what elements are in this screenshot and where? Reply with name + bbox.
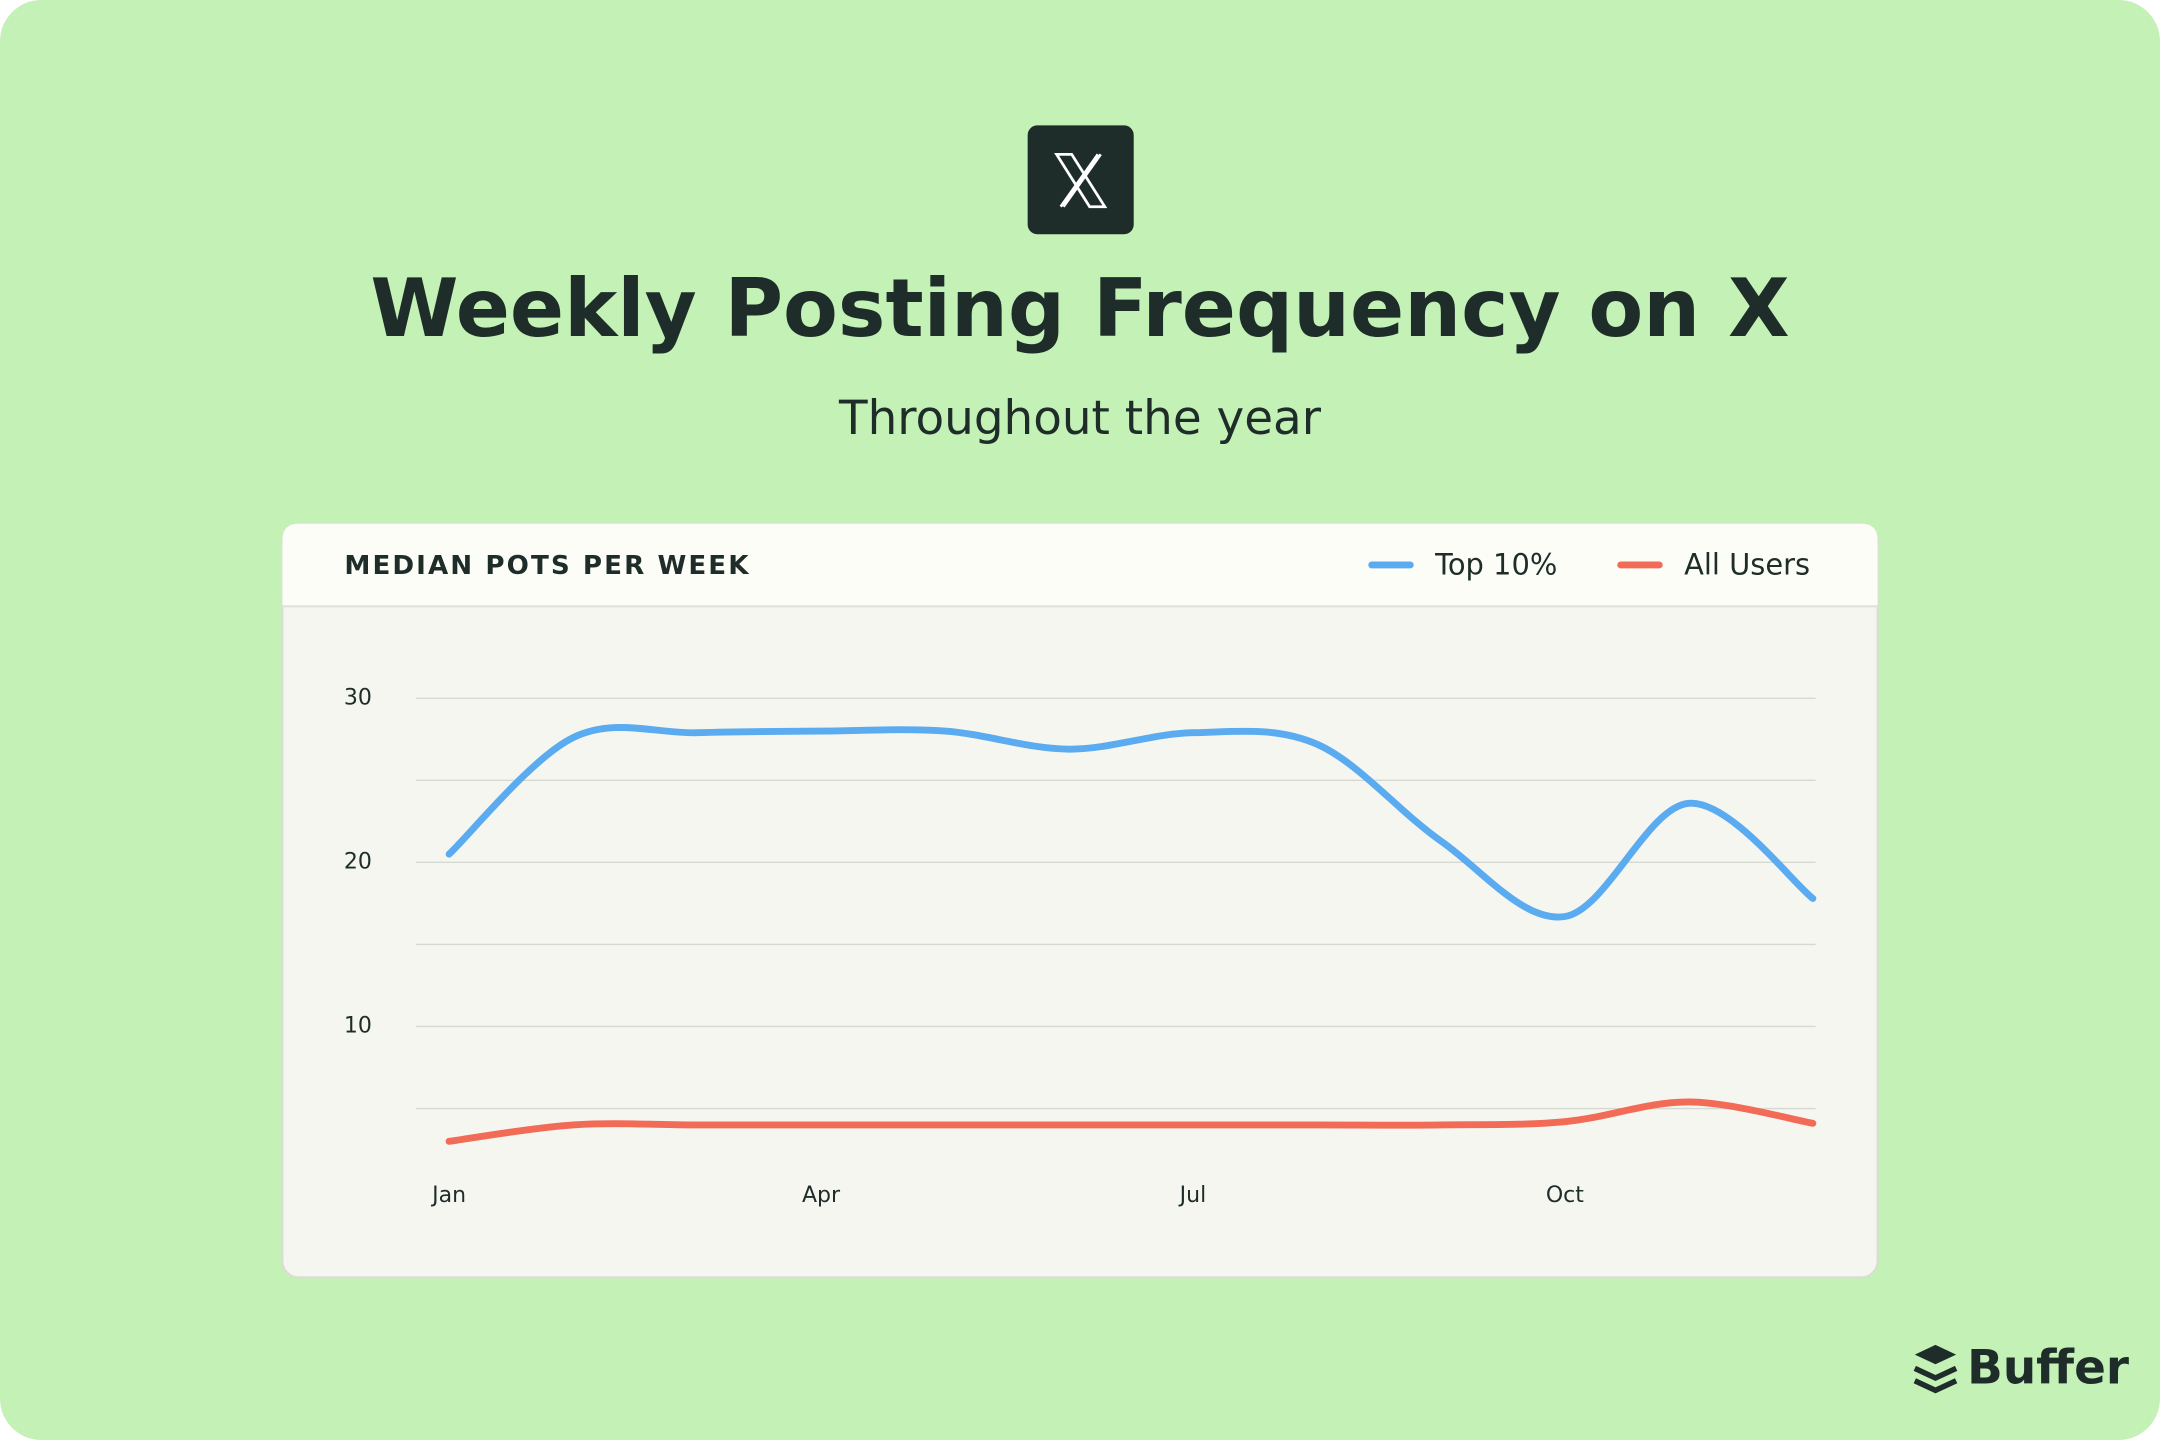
brand: Buffer xyxy=(1967,1342,2129,1396)
x-tick-label: Apr xyxy=(802,1183,841,1208)
y-tick-label: 20 xyxy=(344,849,372,874)
legend-label: All Users xyxy=(1684,547,1810,581)
series-line xyxy=(445,724,1817,921)
plot: 10 20 30 Jan Apr Jul Oct All Users Top 10% xyxy=(344,547,1817,1208)
y-axis-label: MEDIAN POTS PER WEEK xyxy=(344,551,750,581)
legend-label: Top 10% xyxy=(1434,547,1557,581)
buffer-logo xyxy=(1913,1344,1958,1394)
y-tick-label: 10 xyxy=(344,1013,372,1038)
x-tick-label: Jan xyxy=(430,1183,466,1208)
card xyxy=(281,522,1879,1279)
x-tick-label: Jul xyxy=(1178,1183,1207,1208)
x-tick-label: Oct xyxy=(1546,1183,1584,1208)
chart-title: Weekly Posting Frequency on X xyxy=(370,262,1789,355)
chart-subtitle: Throughout the year xyxy=(838,392,1322,446)
y-tick-label: 30 xyxy=(344,685,372,710)
series-line xyxy=(445,1098,1817,1145)
x-logo xyxy=(1027,125,1134,235)
